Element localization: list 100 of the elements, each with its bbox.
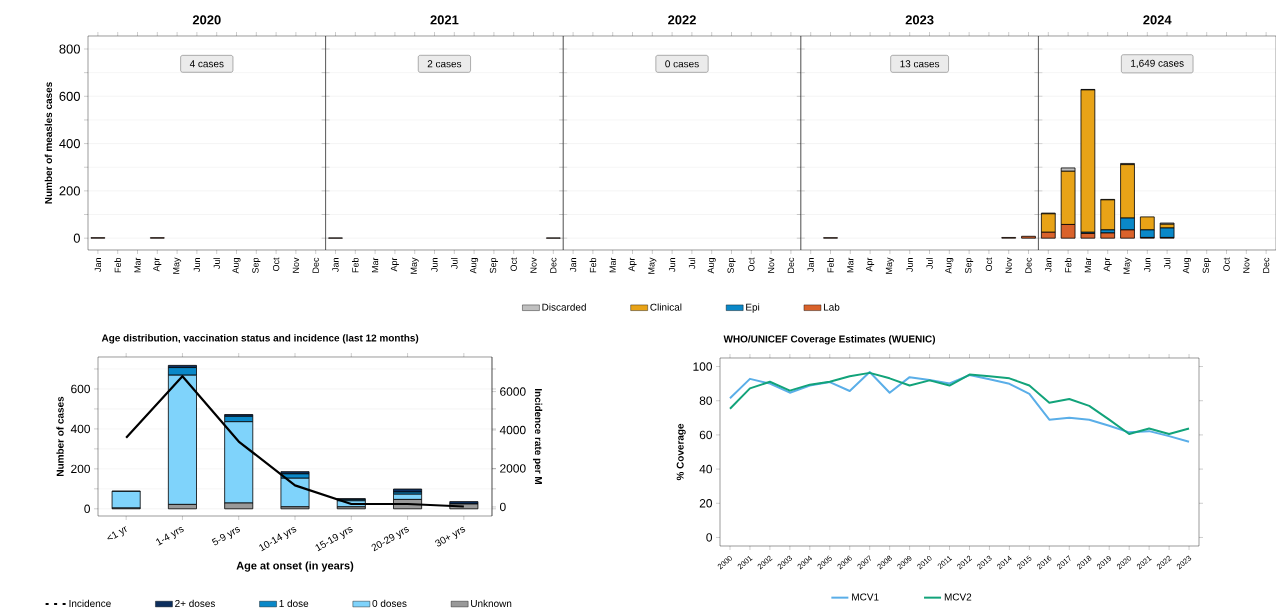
chart-title: Age distribution, vaccination status and incidence (last 12 months) (101, 334, 419, 344)
x-tick-label: Jan (807, 258, 814, 272)
legend-label: Unknown (471, 599, 512, 607)
x-tick-label: Oct (985, 257, 993, 272)
x-tick-label: Jun (668, 258, 676, 272)
x-tick-label: Dec (1025, 257, 1032, 273)
x-tick-label: Sep (252, 257, 261, 274)
x-tick-label: Jul (213, 258, 220, 269)
x-tick-label: Dec (1262, 257, 1270, 273)
y2-tick-label: 0 (499, 502, 506, 512)
x-tick-label: Apr (153, 257, 162, 272)
x-tick-label: Oct (1223, 257, 1230, 272)
x-tick-label: Feb (352, 257, 359, 273)
x-tick-label: Nov (292, 257, 300, 273)
annotation: 0 cases (665, 60, 699, 68)
y-axis-title: % Coverage (676, 423, 686, 481)
x-tick-label: Mar (609, 257, 616, 273)
x-tick-label: Jan (94, 258, 102, 272)
legend-label: 1 dose (279, 599, 309, 607)
chart-title: 2024 (1143, 15, 1172, 25)
x-tick-label: Mar (1084, 257, 1092, 273)
x-tick-label: Oct (748, 257, 755, 272)
x-tick-label: Jan (332, 258, 339, 272)
x-tick-label: Nov (1005, 257, 1012, 273)
legend-label: MCV2 (944, 593, 972, 601)
x-tick-label: Sep (1202, 257, 1211, 274)
annotation: 1,649 cases (1131, 59, 1184, 68)
x-tick-label: Oct (272, 257, 280, 272)
x-tick-label: Sep (727, 257, 736, 274)
legend-label: MCV1 (852, 593, 879, 601)
x-tick-label: Apr (390, 257, 399, 272)
x-tick-label: May (648, 257, 657, 274)
x-tick-label: Apr (628, 257, 637, 272)
x-tick-label: Jul (688, 258, 696, 269)
legend-label: Incidence (69, 599, 111, 607)
x-tick-label: Feb (114, 257, 121, 273)
annotation: 2 cases (427, 60, 462, 68)
x-tick-label: Jul (1163, 258, 1171, 269)
x-tick-label: Jan (1045, 258, 1052, 272)
x-axis-title: Age at onset (in years) (236, 561, 354, 572)
legend-label: Epi (746, 303, 760, 313)
x-tick-label: 5-9 yrs (211, 527, 241, 546)
y-tick-label: 40 (699, 464, 713, 474)
y-tick-label: 20 (699, 499, 713, 508)
x-tick-label: May (173, 257, 182, 274)
chart-title: WHO/UNICEF Coverage Estimates (WUENIC) (723, 335, 936, 345)
y-tick-label: 400 (59, 139, 80, 149)
y-tick-label: 200 (59, 186, 80, 196)
y-tick-label: 0 (73, 233, 80, 243)
x-tick-label: Jul (451, 258, 458, 269)
x-tick-label: Mar (847, 257, 854, 273)
y-tick-label: 80 (699, 396, 713, 405)
y-axis-title: Number of cases (56, 396, 64, 476)
x-tick-label: Aug (1182, 258, 1191, 274)
x-tick-label: Mar (134, 257, 141, 273)
x-tick-label: May (410, 257, 419, 274)
x-tick-label: Nov (1243, 257, 1250, 273)
y2-tick-label: 6000 (500, 387, 526, 396)
chart-title: 2021 (430, 15, 459, 25)
legend-label: Clinical (650, 303, 682, 311)
y-tick-label: 0 (84, 504, 91, 514)
x-tick-label: 30+ yrs (435, 527, 466, 547)
y-tick-label: 200 (71, 464, 91, 474)
x-tick-label: May (1123, 257, 1132, 274)
legend-label: 2+ doses (175, 599, 215, 607)
y-tick-label: 600 (71, 384, 91, 394)
annotation: 4 cases (189, 60, 224, 68)
x-tick-label: Sep (965, 257, 974, 274)
chart-title: 2020 (192, 15, 221, 25)
y-tick-label: 800 (59, 44, 80, 54)
y-tick-label: 600 (59, 91, 80, 101)
x-tick-label: Jan (569, 258, 577, 272)
y2-tick-label: 2000 (500, 464, 526, 473)
x-tick-label: Apr (866, 257, 875, 272)
chart-title: 2022 (668, 15, 696, 25)
legend-label: Lab (823, 303, 840, 311)
y-tick-label: 0 (706, 533, 713, 542)
x-tick-label: Mar (371, 257, 379, 273)
x-tick-label: Nov (530, 257, 537, 273)
x-tick-label: Feb (827, 257, 834, 273)
x-tick-label: Jun (906, 258, 913, 272)
x-tick-label: Apr (1103, 257, 1112, 272)
x-tick-label: Jun (431, 258, 438, 272)
x-tick-label: Feb (589, 257, 597, 273)
x-tick-label: Dec (312, 257, 319, 273)
y2-axis-title: Incidence rate per M (532, 389, 543, 484)
y-tick-label: 100 (693, 362, 713, 371)
x-tick-label: Aug (707, 258, 716, 274)
chart-title: 2023 (905, 15, 934, 25)
x-tick-label: Aug (232, 258, 241, 274)
legend-label: Discarded (542, 303, 586, 311)
annotation: 13 cases (900, 60, 940, 68)
x-tick-label: Dec (550, 257, 557, 273)
x-tick-label: Feb (1064, 257, 1072, 273)
y2-tick-label: 4000 (499, 425, 526, 435)
y-tick-label: 60 (699, 430, 713, 440)
x-tick-label: <1 yr (107, 526, 127, 540)
x-tick-label: Aug (470, 258, 479, 274)
x-tick-label: Sep (489, 257, 498, 274)
x-tick-label: 1-4 yrs (156, 526, 184, 546)
